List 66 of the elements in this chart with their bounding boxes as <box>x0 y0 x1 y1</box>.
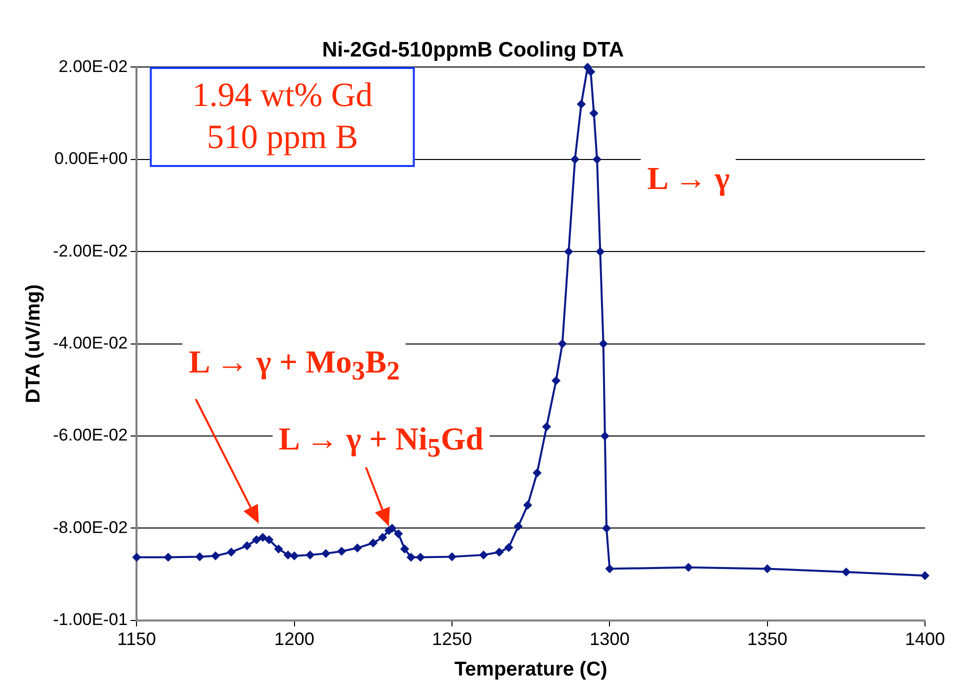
point <box>400 544 410 554</box>
y-tick-label: -8.00E-02 <box>52 518 128 537</box>
y-axis-title: DTA (uV/mg) <box>22 284 45 404</box>
y-tick-label: -4.00E-02 <box>52 333 128 352</box>
y-tick-label: 2.00E-02 <box>58 56 128 76</box>
point <box>210 551 220 560</box>
point <box>762 564 772 574</box>
point <box>394 529 403 538</box>
point <box>368 538 378 548</box>
point <box>558 339 567 348</box>
point <box>605 564 614 574</box>
point <box>306 550 315 560</box>
point <box>447 552 456 562</box>
y-tick-label: -6.00E-02 <box>52 426 128 445</box>
point <box>920 571 930 580</box>
annotation: L → γ + Ni$_{5}$Gd <box>272 420 490 468</box>
x-axis-title: Temperature (C) <box>454 658 608 681</box>
point <box>337 546 346 556</box>
point <box>226 548 236 557</box>
x-tick-label: 1400 <box>904 629 945 650</box>
x-tick-label: 1200 <box>274 629 314 650</box>
x-tick-label: 1350 <box>747 629 788 650</box>
y-tick-label: 0.00E+00 <box>54 149 128 168</box>
point <box>592 154 602 164</box>
point <box>252 535 261 544</box>
point <box>378 532 388 542</box>
point <box>523 500 532 510</box>
point <box>264 535 274 544</box>
point <box>542 422 552 432</box>
x-tick-label: 1250 <box>432 629 472 650</box>
point <box>564 247 574 256</box>
point <box>570 154 580 164</box>
point <box>598 339 608 348</box>
point <box>600 432 610 440</box>
point <box>532 468 542 478</box>
chart-title: Ni-2Gd-510ppmB Cooling DTA <box>322 38 624 62</box>
point <box>684 562 693 572</box>
point <box>602 524 611 533</box>
x-tick-label: 1300 <box>590 629 630 650</box>
point <box>514 522 523 531</box>
point <box>195 552 204 562</box>
point <box>589 108 598 118</box>
point <box>258 532 268 542</box>
point <box>552 376 561 386</box>
point <box>576 100 586 109</box>
point <box>416 552 425 562</box>
point <box>284 550 293 560</box>
annotation: L → γ + Mo$_{3}$B$_{2}$ <box>182 342 406 390</box>
point <box>596 247 605 256</box>
annotation: L → γ <box>641 158 736 197</box>
point <box>479 550 488 560</box>
annotation: 1.94 wt% Gd 510 ppm B <box>150 66 415 167</box>
point <box>352 544 362 553</box>
x-tick-label: 1150 <box>117 629 156 650</box>
point <box>321 549 330 558</box>
point <box>132 552 142 562</box>
point <box>406 552 416 562</box>
point <box>494 548 504 557</box>
point <box>842 567 851 576</box>
point <box>504 543 514 552</box>
y-tick-label: -1.00E-01 <box>52 610 128 630</box>
point <box>242 541 252 550</box>
point <box>290 551 299 560</box>
point <box>164 552 173 562</box>
point <box>274 544 284 554</box>
y-tick-label: -2.00E-02 <box>52 241 128 260</box>
